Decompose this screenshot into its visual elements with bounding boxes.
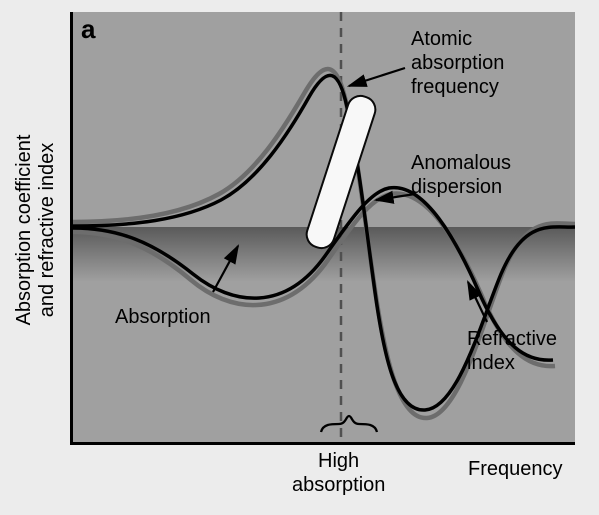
label-high-2: absorption [292,474,385,497]
label-refr-2: index [467,352,515,375]
x-axis-label: Frequency [468,458,563,481]
label-anom-2: dispersion [411,176,502,199]
y-axis-label: Absorption coefficient and refractive in… [13,135,59,326]
plot-area: a Atomic absorption frequency Anomalous … [70,12,575,445]
label-atomic-2: absorption [411,52,504,75]
label-absorption: Absorption [115,306,211,329]
label-high-1: High [318,450,359,473]
label-atomic-1: Atomic [411,28,472,51]
label-refr-1: Refractive [467,328,557,351]
label-atomic-3: frequency [411,76,499,99]
panel-letter: a [81,14,95,45]
label-anom-1: Anomalous [411,152,511,175]
